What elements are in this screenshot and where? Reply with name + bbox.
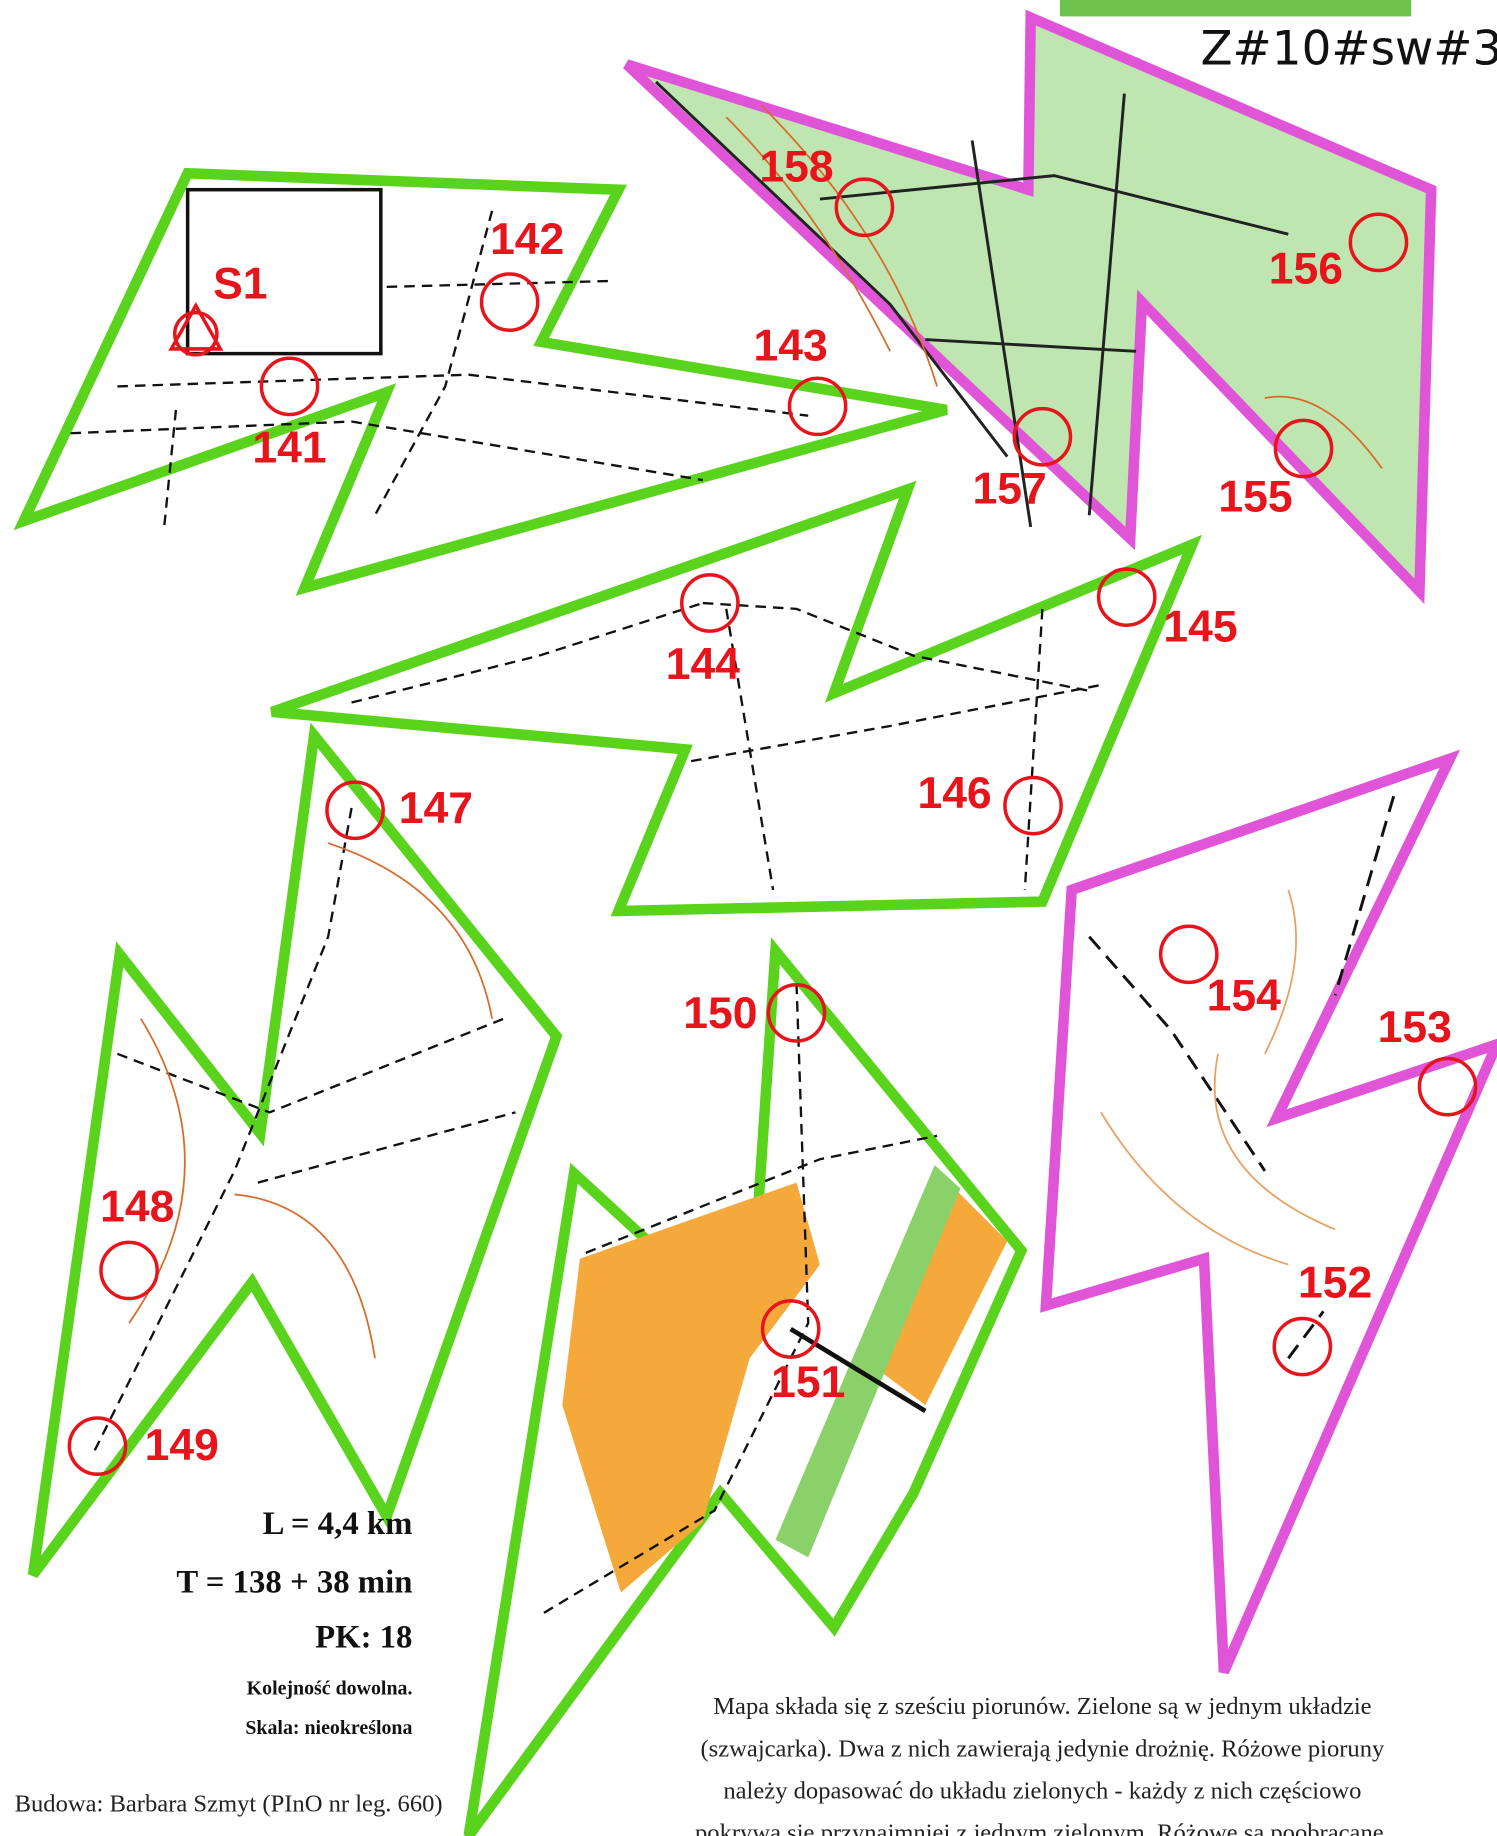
grass-banner <box>1060 0 1411 16</box>
control-label: 149 <box>145 1421 219 1470</box>
control-label: 148 <box>100 1182 174 1231</box>
control-label: 152 <box>1298 1258 1372 1307</box>
control-label: 146 <box>917 769 991 818</box>
description: Mapa składa się z sześciu piorunów. Ziel… <box>695 1693 1390 1836</box>
course-time: T = 138 + 38 min <box>176 1564 412 1600</box>
control-label: 143 <box>754 322 828 371</box>
control-label: 141 <box>252 424 326 473</box>
description-line: Mapa składa się z sześciu piorunów. Ziel… <box>713 1693 1371 1720</box>
control-label: 158 <box>759 143 833 192</box>
control-label: 150 <box>683 989 757 1038</box>
pink-bolt <box>1046 759 1497 1672</box>
control-label: 157 <box>972 465 1046 514</box>
control-label: 154 <box>1207 972 1281 1021</box>
control-count: PK: 18 <box>315 1619 412 1655</box>
control-label: 145 <box>1163 603 1237 652</box>
sheet-code: Z#10#sw#3 <box>1200 22 1497 76</box>
description-line: pokrywa się przynajmniej z jednym zielon… <box>695 1820 1390 1836</box>
page: {"header": {"code": "Z#10#sw#3"}, "contr… <box>0 0 1497 1836</box>
control-label: 142 <box>490 215 564 264</box>
control-label: 151 <box>771 1358 845 1407</box>
control-label: 155 <box>1218 473 1292 522</box>
control-label: 156 <box>1269 244 1343 293</box>
author: Budowa: Barbara Szmyt (PInO nr leg. 660) <box>15 1790 443 1817</box>
course-length: L = 4,4 km <box>263 1506 413 1542</box>
green-bolt <box>33 735 556 1575</box>
control-label: 147 <box>399 784 473 833</box>
order-note: Kolejność dowolna. <box>247 1677 413 1699</box>
control-label: S1 <box>213 260 267 309</box>
scale-note: Skala: nieokreślona <box>245 1717 412 1739</box>
control-label: 153 <box>1378 1003 1452 1052</box>
control-label: 144 <box>666 640 740 689</box>
map-sheet: Z#10#sw#3 S114114214314414 <box>0 0 1497 1836</box>
description-line: należy dopasować do układu zielonych - k… <box>723 1778 1361 1805</box>
description-line: (szwajcarka). Dwa z nich zawierają jedyn… <box>701 1735 1385 1762</box>
